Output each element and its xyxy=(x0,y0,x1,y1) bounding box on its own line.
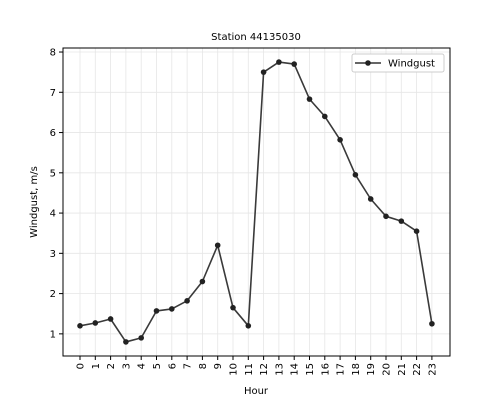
series-line-windgust xyxy=(79,61,433,343)
x-tick-label: 2 xyxy=(106,363,117,369)
y-tick-label: 5 xyxy=(50,168,56,179)
data-point xyxy=(291,61,298,67)
data-point xyxy=(383,213,389,220)
x-tick-label: 16 xyxy=(320,363,331,376)
x-axis-label: Hour xyxy=(244,386,269,397)
x-tick-label: 5 xyxy=(152,363,163,369)
x-tick-label: 9 xyxy=(213,363,224,369)
data-point xyxy=(230,304,236,311)
data-point xyxy=(77,323,83,329)
data-point xyxy=(138,335,144,341)
data-point xyxy=(107,316,114,322)
x-tick-label: 7 xyxy=(183,363,194,369)
data-point xyxy=(214,242,221,249)
legend-label-windgust: Windgust xyxy=(388,59,435,70)
legend-marker xyxy=(365,60,371,66)
x-tick-label: 20 xyxy=(382,363,393,376)
x-tick-label: 8 xyxy=(198,363,209,369)
x-tick-label: 21 xyxy=(397,363,408,376)
y-tick-label: 3 xyxy=(50,249,56,260)
x-tick-label: 10 xyxy=(229,363,240,376)
plot-area-frame xyxy=(62,47,451,357)
data-point xyxy=(352,172,359,178)
data-point xyxy=(306,96,313,102)
y-tick-label: 7 xyxy=(50,88,56,99)
y-tick-label: 4 xyxy=(50,209,56,220)
x-tick-label: 6 xyxy=(167,363,178,369)
x-tick-label: 13 xyxy=(274,363,285,376)
y-tick-label: 2 xyxy=(50,289,56,300)
data-point xyxy=(123,339,129,345)
legend: Windgust xyxy=(351,53,445,73)
x-tick-label: 0 xyxy=(76,363,87,369)
x-tick-label: 3 xyxy=(121,363,132,369)
y-tick-label: 8 xyxy=(50,48,56,59)
data-point xyxy=(413,228,420,234)
chart-title: Station 44135030 xyxy=(211,32,301,43)
x-tick-label: 4 xyxy=(137,363,148,369)
data-point xyxy=(260,69,267,75)
x-tick-label: 22 xyxy=(412,363,423,376)
legend-box xyxy=(351,53,445,73)
x-tick-label: 14 xyxy=(290,363,301,376)
y-axis-ticks: 1 2 3 4 5 6 7 8 xyxy=(50,48,63,340)
data-point xyxy=(276,59,282,65)
data-point xyxy=(398,218,405,224)
x-tick-label: 18 xyxy=(351,363,362,376)
data-point xyxy=(169,306,175,312)
data-point xyxy=(184,298,190,304)
data-point xyxy=(245,323,252,329)
series-line-layer xyxy=(79,61,433,343)
x-tick-label: 19 xyxy=(366,363,377,376)
data-point xyxy=(337,136,343,143)
x-tick-label: 1 xyxy=(91,363,102,369)
y-axis-label: Windgust, m/s xyxy=(29,166,40,238)
y-tick-label: 6 xyxy=(50,128,56,139)
grid xyxy=(63,48,450,356)
data-point xyxy=(322,113,328,120)
data-point xyxy=(92,320,99,326)
x-axis-ticks: 0 1 2 3 4 5 6 7 8 9 10 11 12 13 14 15 16 17 18 19 20 21 22 23 xyxy=(76,356,438,376)
x-tick-label: 12 xyxy=(259,363,270,376)
data-point xyxy=(153,308,160,314)
x-tick-label: 23 xyxy=(427,363,438,376)
data-point xyxy=(367,196,374,202)
y-tick-label: 1 xyxy=(50,329,56,340)
x-tick-label: 15 xyxy=(305,363,316,376)
data-point xyxy=(429,320,435,327)
x-tick-label: 11 xyxy=(244,363,255,376)
series-points xyxy=(77,59,435,345)
data-point xyxy=(199,278,206,285)
x-tick-label: 17 xyxy=(336,363,347,376)
